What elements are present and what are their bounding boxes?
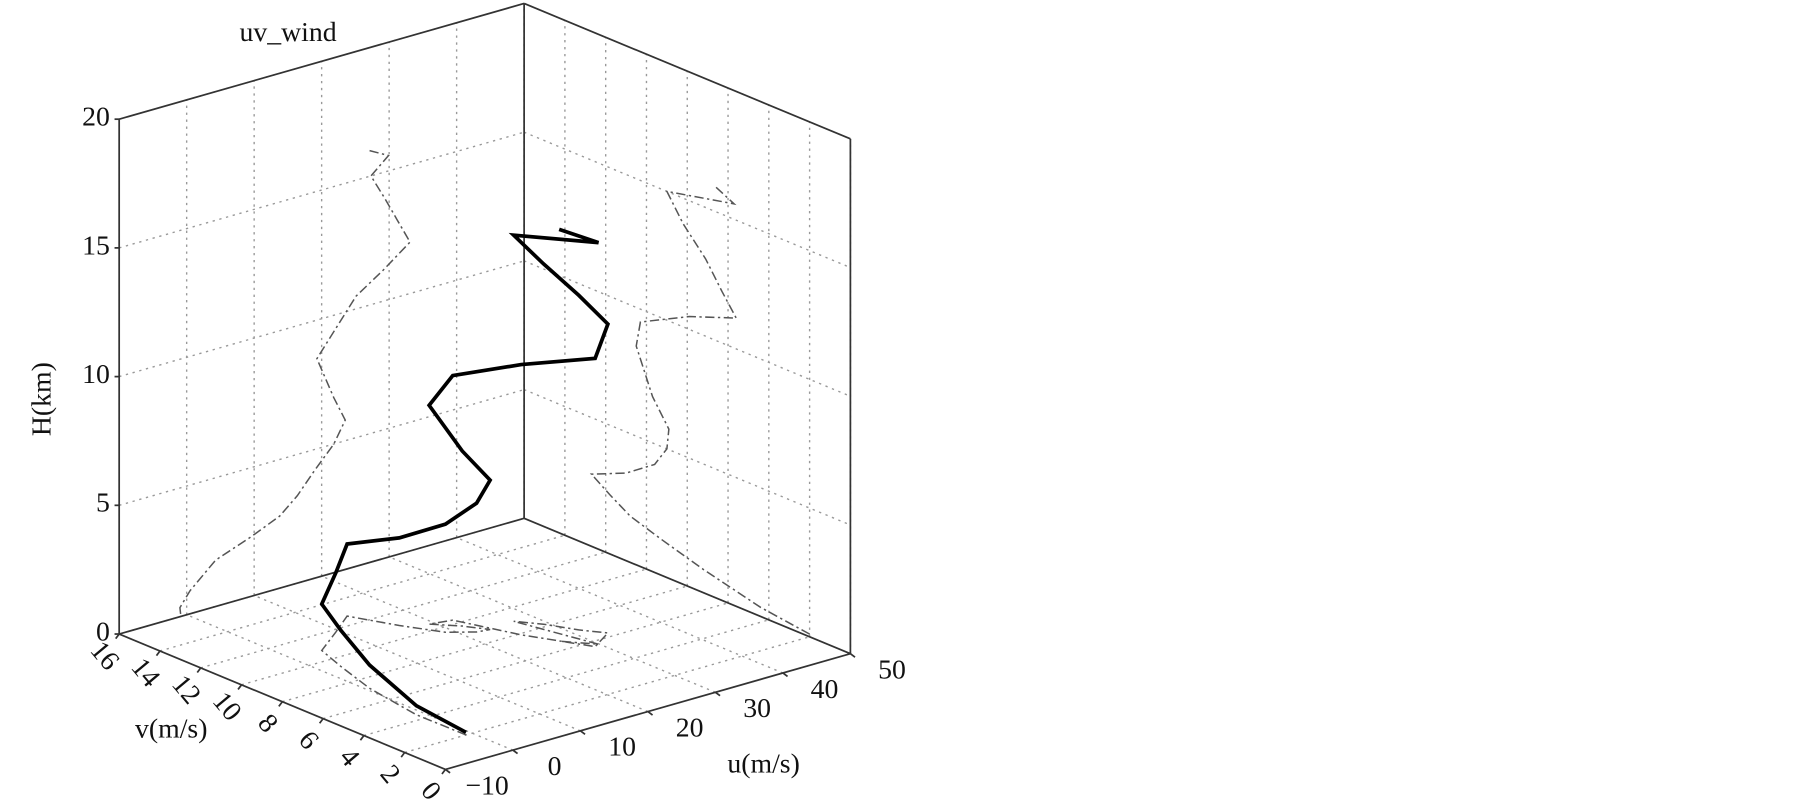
y-tick [441,768,447,775]
wall-grid-line [523,388,851,526]
x-tick-label: 10 [608,732,636,763]
x-tick [714,691,721,697]
x-tick-label: 30 [743,693,771,724]
y-tick [278,701,284,707]
floor-grid-line [159,534,566,652]
x-tick-label: 40 [811,674,839,705]
x-tick [849,653,856,658]
x-axis-label: u(m/s) [727,748,799,779]
z-axis-label: H(km) [26,362,57,436]
y-tick-label: 16 [84,635,126,676]
y-tick-label: 2 [374,759,407,790]
floor-grid-line [322,602,729,720]
u-wall-projection [179,149,411,614]
y-tick-label: 8 [251,708,284,739]
x-tick-label: −10 [465,770,508,801]
x-tick-label: 0 [548,751,562,782]
z-tick-label: 15 [82,230,110,261]
box-edge [523,517,851,655]
x-tick-label: 50 [878,655,906,686]
floor-grid-line [241,568,647,686]
z-tick-label: 5 [96,488,110,519]
y-tick [237,684,243,690]
y-tick-label: 6 [292,725,325,756]
chart-title: uv_wind [240,17,337,48]
plot-area: uv_wind H(km) v(m/s) u(m/s) 051015200246… [26,2,906,806]
y-tick [155,650,161,657]
x-tick [512,749,519,755]
x-tick [782,672,789,678]
box-edge [118,517,525,635]
x-tick [647,710,654,716]
floor-grid-line [282,585,688,703]
y-tick-label: 0 [415,776,448,806]
y-tick-label: 12 [165,669,207,710]
wall-grid-line [118,260,525,378]
x-tick [579,730,586,736]
y-tick [359,735,365,741]
y-tick [400,751,406,758]
v-wall-projection [589,184,811,635]
floor-grid-line [363,619,770,737]
y-tick [318,718,324,724]
x-tick-label: 20 [676,712,704,743]
y-tick [196,667,202,674]
z-tick-label: 10 [82,359,110,390]
box-edge [118,2,525,121]
y-tick-label: 4 [333,742,366,773]
wall-grid-line [118,131,525,249]
z-tick-label: 0 [96,616,110,647]
y-axis-label: v(m/s) [135,714,207,745]
wind-profile-line [319,227,611,735]
floor-grid-line [200,551,606,669]
y-tick-label: 10 [206,686,248,727]
x-tick [444,768,451,774]
box-edge [523,2,851,140]
y-tick [115,633,120,640]
z-tick-label: 20 [82,102,110,133]
floor-projection [320,615,610,736]
wall-grid-line [118,388,525,506]
y-tick-label: 14 [125,652,167,693]
wall-grid-line [523,131,851,269]
floor-grid-line [404,636,810,754]
